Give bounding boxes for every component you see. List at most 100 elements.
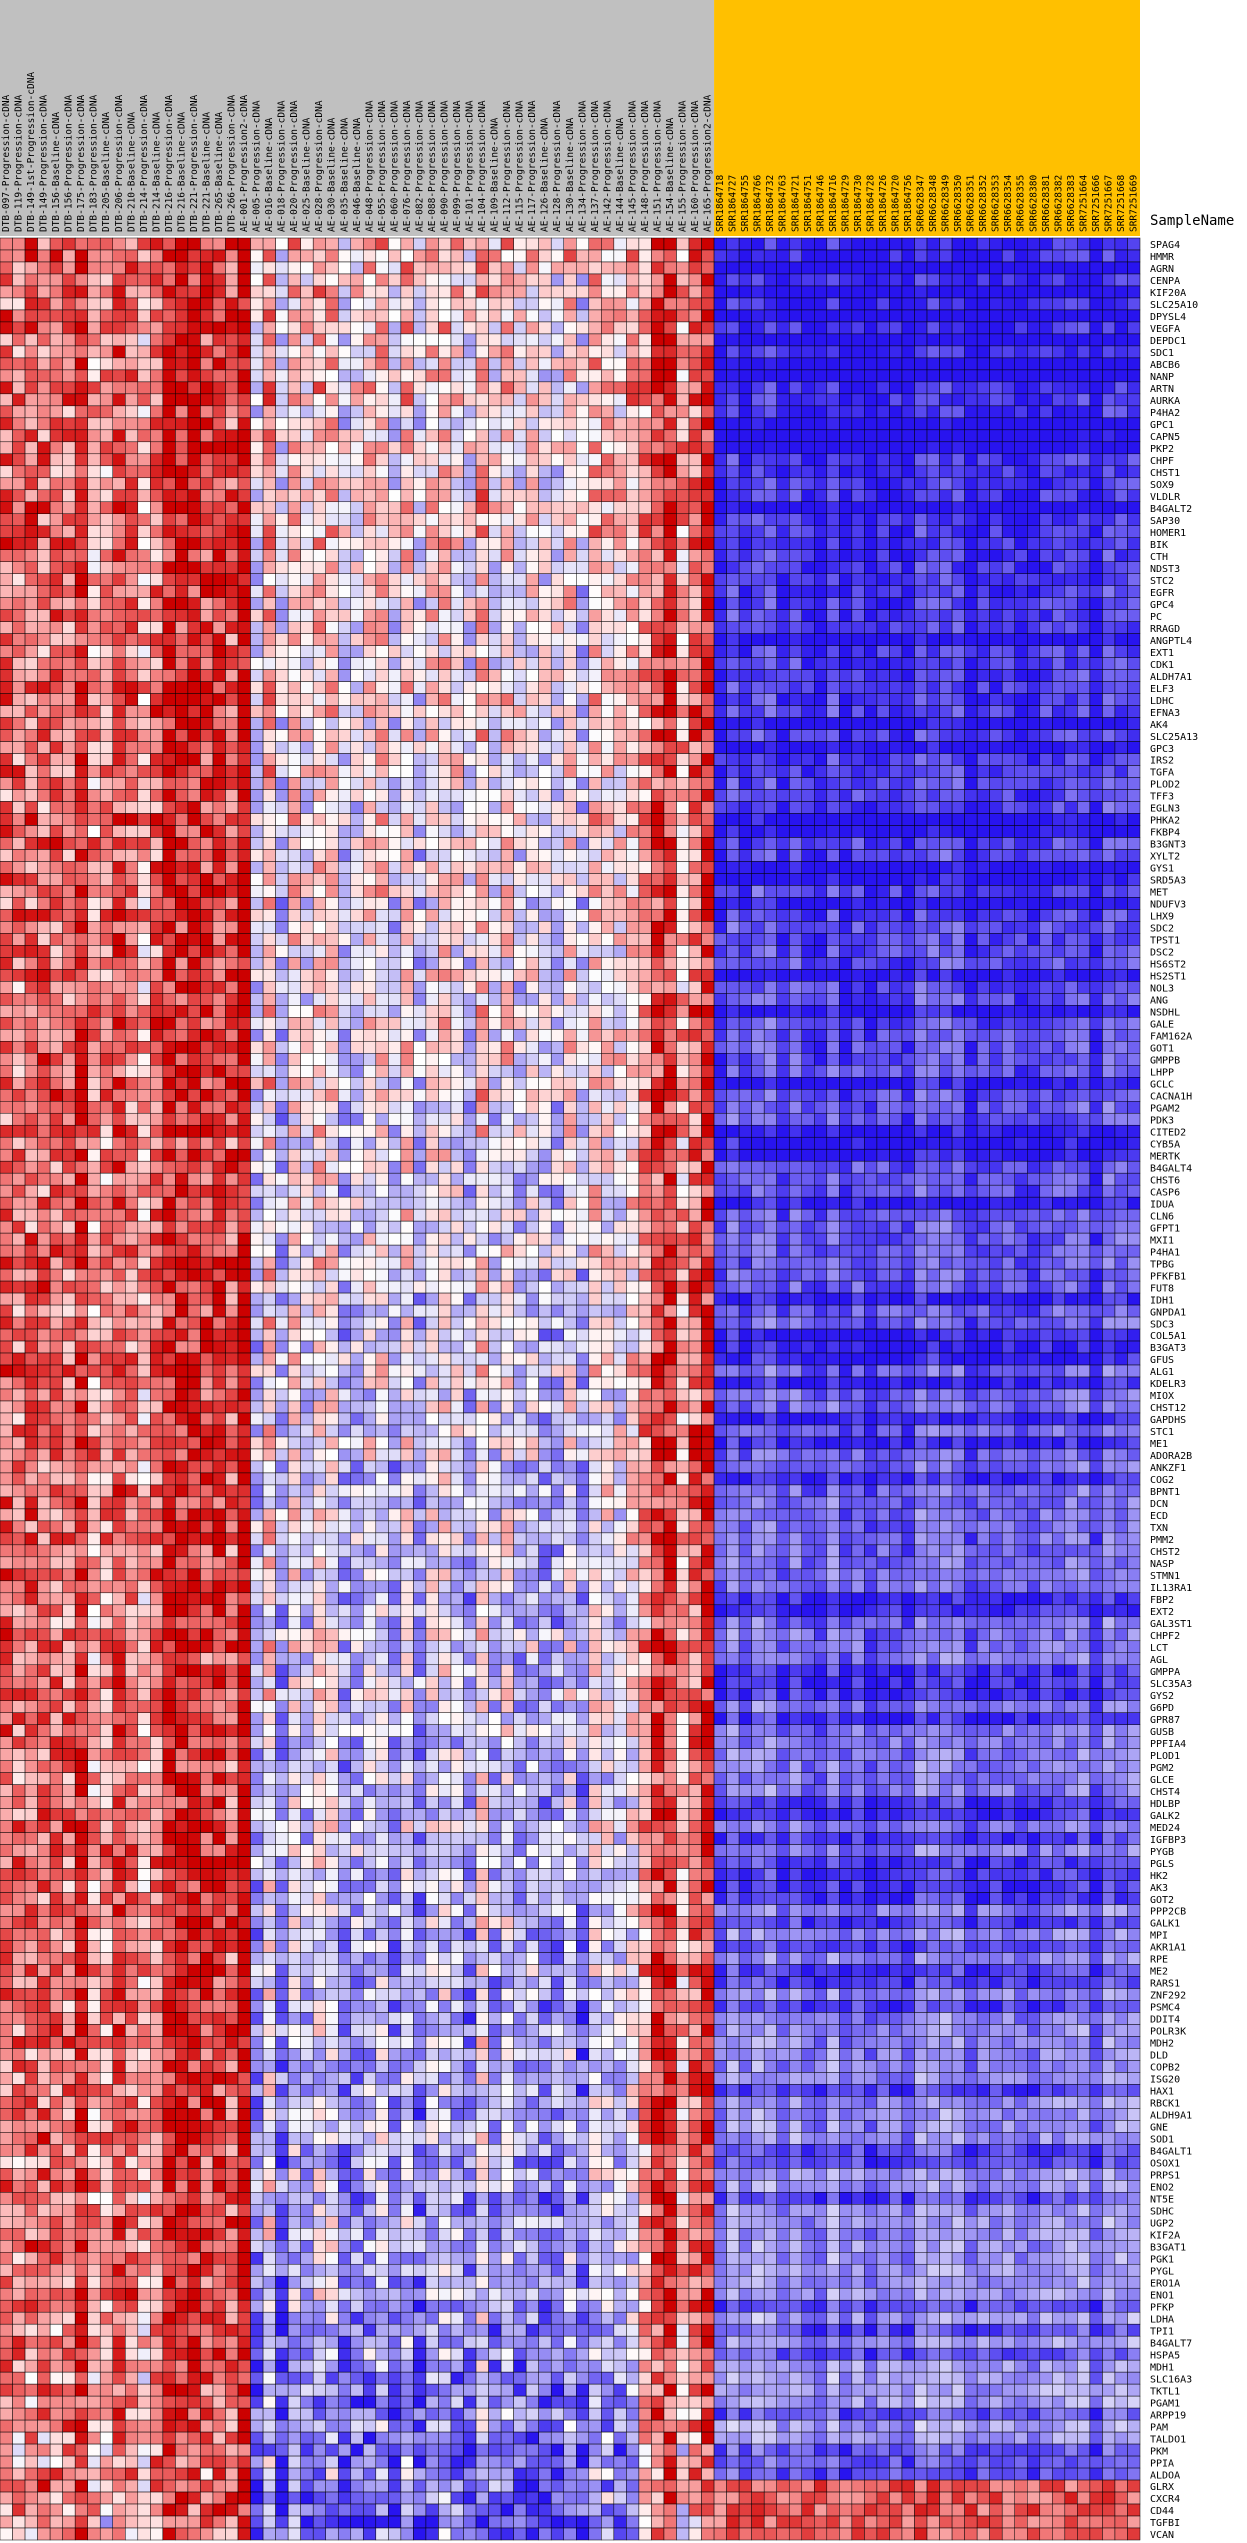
heatmap-cell <box>49 345 63 359</box>
heatmap-cell <box>1039 513 1053 527</box>
heatmap-cell <box>1102 345 1116 359</box>
heatmap-cell <box>839 537 853 550</box>
heatmap-cell <box>1064 453 1078 467</box>
heatmap-cell <box>964 861 978 874</box>
heatmap-cell <box>964 465 978 479</box>
heatmap-cell <box>400 693 414 706</box>
heatmap-cell <box>951 777 965 790</box>
heatmap-cell <box>538 657 552 670</box>
heatmap-cell <box>187 393 201 407</box>
heatmap-cell <box>1014 693 1028 706</box>
heatmap-cell <box>701 369 715 383</box>
heatmap-cell <box>262 321 276 335</box>
heatmap-cell <box>450 657 464 670</box>
heatmap-cell <box>162 429 176 443</box>
heatmap-cell <box>701 705 715 718</box>
heatmap-cell <box>651 393 665 407</box>
heatmap-cell <box>788 441 803 455</box>
heatmap-cell <box>175 345 189 359</box>
heatmap-cell <box>563 261 577 275</box>
heatmap-cell <box>763 801 777 814</box>
heatmap-cell <box>939 345 953 359</box>
heatmap-cell <box>212 285 226 299</box>
heatmap-cell <box>337 369 352 383</box>
heatmap-cell <box>212 345 226 359</box>
heatmap-cell <box>626 309 640 323</box>
heatmap-cell <box>538 405 552 419</box>
heatmap-cell <box>638 237 652 251</box>
heatmap-cell <box>576 789 590 802</box>
heatmap-cell <box>889 345 903 359</box>
heatmap-cell <box>1039 537 1053 550</box>
heatmap-cell <box>889 717 903 730</box>
heatmap-cell <box>24 441 38 455</box>
heatmap-cell <box>788 261 803 275</box>
heatmap-cell <box>1039 789 1053 802</box>
heatmap-cell <box>475 357 489 371</box>
heatmap-cell <box>388 825 402 838</box>
heatmap-cell <box>876 609 890 622</box>
column-label: DTB-214-Progression-cDNA <box>139 94 150 232</box>
heatmap-cell <box>563 645 577 658</box>
heatmap-cell <box>112 525 126 538</box>
heatmap-cell <box>187 765 201 778</box>
heatmap-cell <box>701 681 715 694</box>
heatmap-cell <box>450 621 464 634</box>
heatmap-cell <box>375 309 389 323</box>
heatmap-cell <box>814 609 828 622</box>
heatmap-cell <box>12 669 26 682</box>
heatmap-cell <box>738 417 752 431</box>
heatmap-cell <box>12 585 26 598</box>
heatmap-cell <box>1064 597 1078 610</box>
heatmap-cell <box>613 417 627 431</box>
heatmap-cell <box>826 681 840 694</box>
heatmap-cell <box>175 777 189 790</box>
heatmap-cell <box>651 573 665 586</box>
heatmap-cell <box>814 861 828 874</box>
heatmap-cell <box>287 393 301 407</box>
heatmap-cell <box>601 753 615 766</box>
heatmap-cell <box>576 561 590 574</box>
heatmap-cell <box>713 777 727 790</box>
heatmap-cell <box>1039 477 1053 491</box>
heatmap-cell <box>37 597 51 610</box>
heatmap-cell <box>939 381 953 395</box>
heatmap-cell <box>1114 585 1128 598</box>
heatmap-cell <box>939 525 953 538</box>
heatmap-cell <box>250 345 264 359</box>
heatmap-cell <box>24 273 38 287</box>
heatmap-cell <box>638 393 652 407</box>
heatmap-cell <box>150 717 164 730</box>
heatmap-cell <box>225 777 239 790</box>
heatmap-cell <box>926 705 940 718</box>
heatmap-cell <box>663 597 677 610</box>
heatmap-cell <box>738 813 752 826</box>
heatmap-cell <box>1077 477 1091 491</box>
heatmap-cell <box>74 801 88 814</box>
heatmap-cell <box>237 357 251 371</box>
heatmap-cell <box>262 273 276 287</box>
heatmap-cell <box>463 285 477 299</box>
heatmap-cell <box>601 345 615 359</box>
heatmap-cell <box>475 453 489 467</box>
heatmap-cell <box>49 825 63 838</box>
heatmap-cell <box>162 273 176 287</box>
heatmap-cell <box>250 813 264 826</box>
heatmap-cell <box>951 801 965 814</box>
heatmap-cell <box>363 681 377 694</box>
heatmap-cell <box>225 441 239 455</box>
heatmap-cell <box>363 537 377 550</box>
heatmap-cell <box>287 825 301 838</box>
heatmap-cell <box>738 789 752 802</box>
heatmap-cell <box>112 333 126 347</box>
heatmap-cell <box>337 393 352 407</box>
heatmap-cell <box>413 285 427 299</box>
column-label: AE-165-Progression2-cDNA <box>703 94 714 232</box>
heatmap-cell <box>150 309 164 323</box>
heatmap-cell <box>1001 249 1015 263</box>
heatmap-cell <box>300 585 314 598</box>
heatmap-cell <box>1102 549 1116 562</box>
heatmap-cell <box>400 681 414 694</box>
heatmap-cell <box>513 513 527 527</box>
heatmap-cell <box>388 789 402 802</box>
